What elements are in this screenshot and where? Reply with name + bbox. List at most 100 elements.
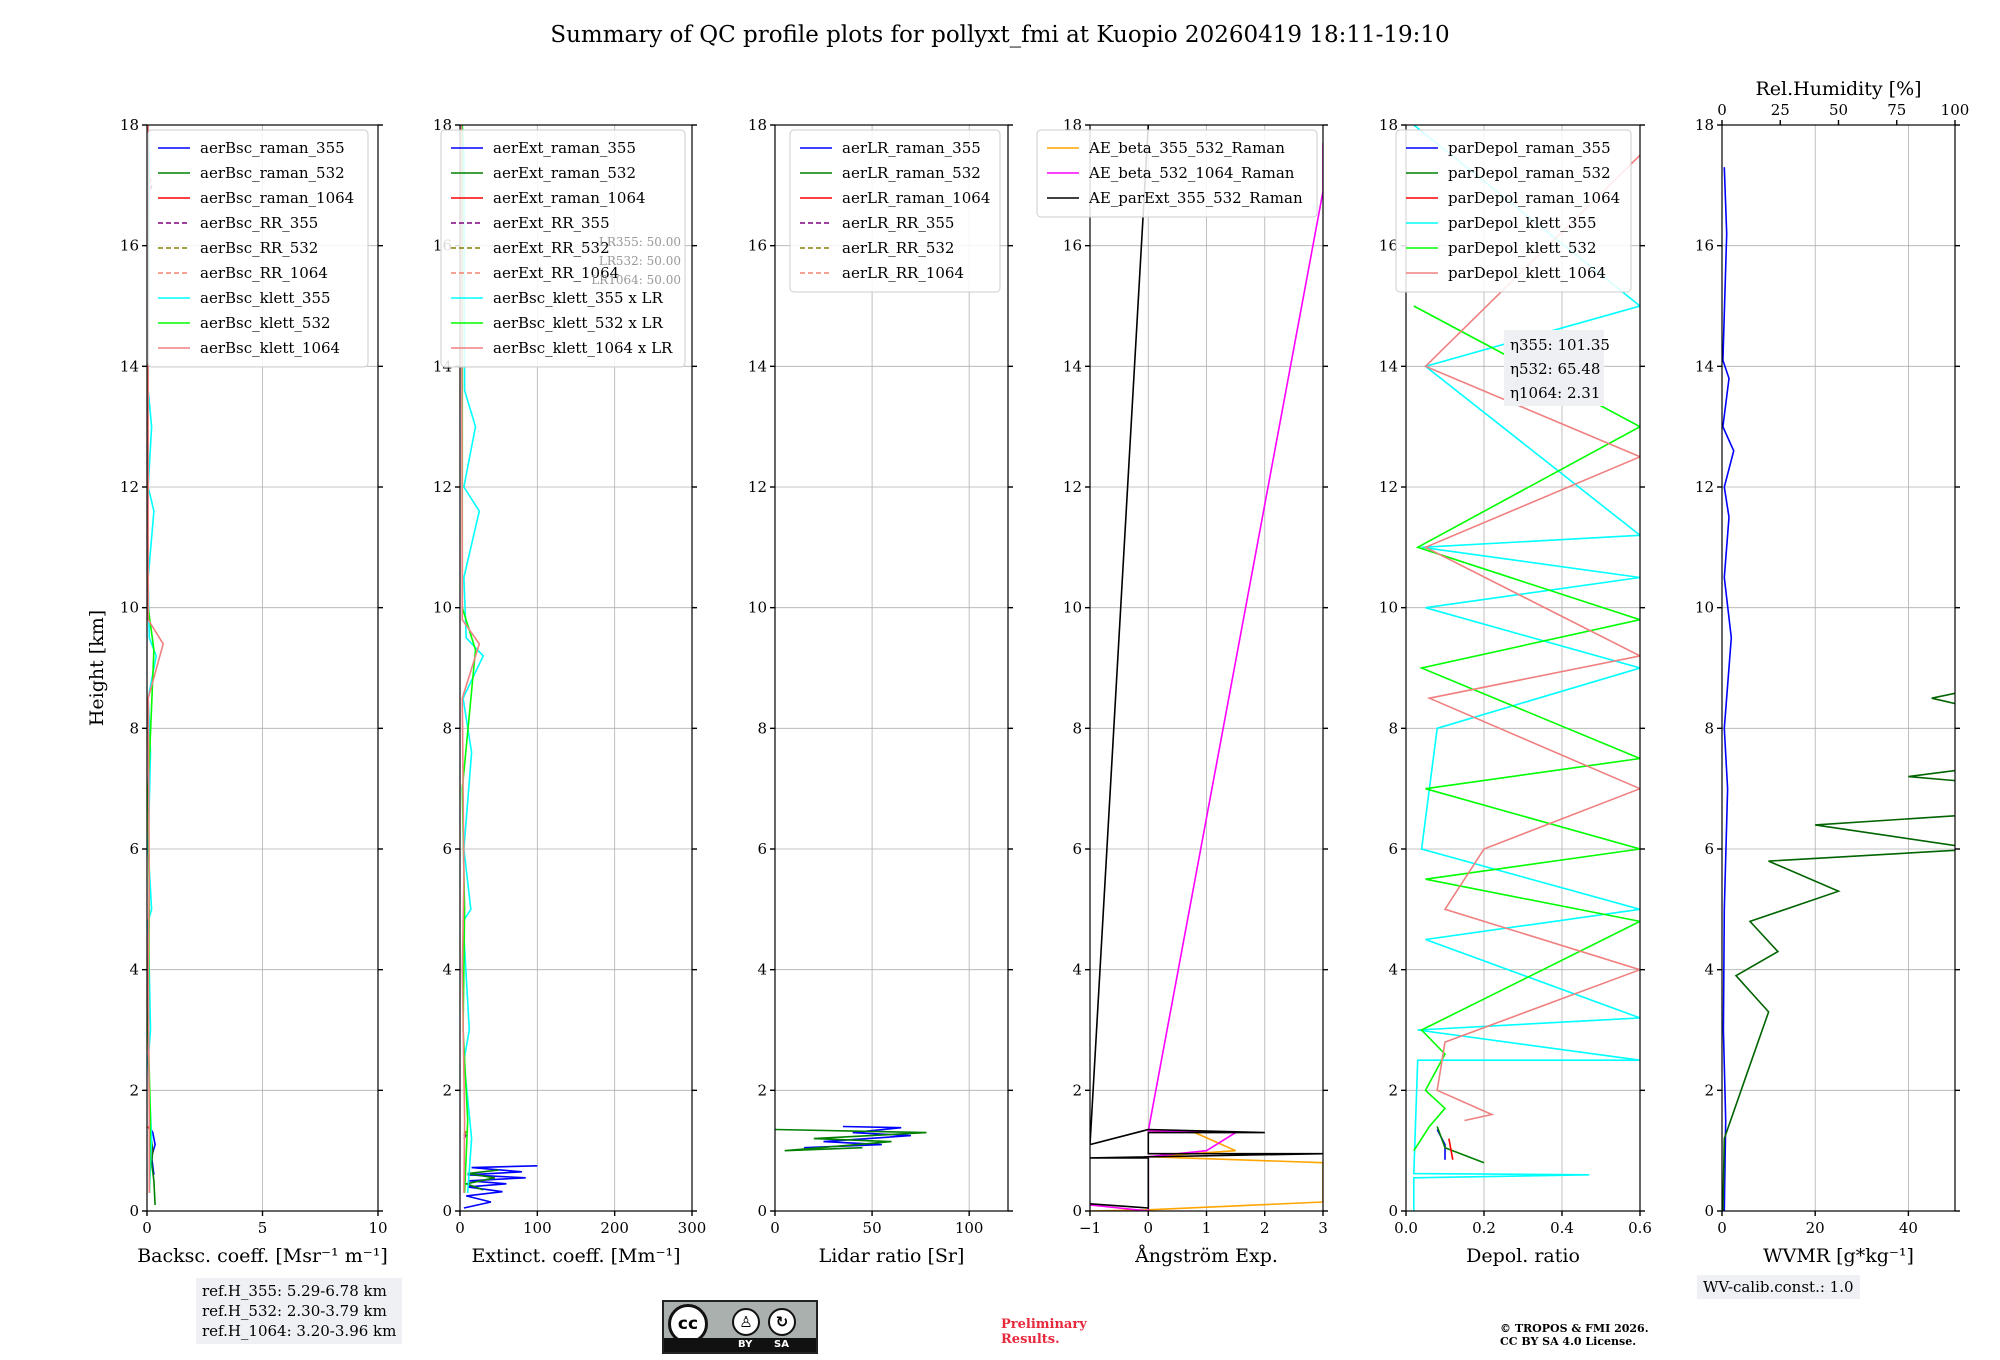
- x-axis-label: Backsc. coeff. [Msr⁻¹ m⁻¹]: [137, 1245, 388, 1267]
- series-line-aerBsc_klett_1064: [147, 125, 165, 1193]
- legend-label: parDepol_raman_532: [1448, 164, 1611, 182]
- y-tick-label: 2: [757, 1081, 767, 1099]
- y-tick-label: 2: [442, 1081, 452, 1099]
- y-tick-label: 12: [1063, 478, 1082, 496]
- y-tick-label: 0: [757, 1202, 767, 1220]
- x2-tick-label: 100: [1941, 101, 1970, 119]
- preliminary-line-2: Results.: [1001, 1332, 1060, 1347]
- figure-title: Summary of QC profile plots for pollyxt_…: [550, 22, 1450, 48]
- legend-label: parDepol_klett_355: [1448, 214, 1597, 232]
- y-tick-label: 0: [1704, 1202, 1714, 1220]
- license-sa-label: SA: [774, 1339, 789, 1350]
- y-tick-label: 0: [1388, 1202, 1398, 1220]
- x-axis-label: Lidar ratio [Sr]: [819, 1245, 965, 1267]
- legend-label: aerBsc_klett_532: [200, 314, 331, 332]
- cc-icon: cc: [668, 1304, 708, 1344]
- x-tick-label: 10: [368, 1219, 387, 1237]
- series-line-WVMR: [1722, 167, 1735, 1211]
- y-tick-label: 18: [748, 116, 767, 134]
- y-tick-label: 16: [1063, 237, 1082, 255]
- attribution-person-icon: ♙: [732, 1308, 760, 1336]
- y-tick-label: 4: [1072, 961, 1082, 979]
- x-tick-label: 0.0: [1394, 1219, 1418, 1237]
- x-tick-label: 0: [142, 1219, 152, 1237]
- y-tick-label: 6: [1388, 840, 1398, 858]
- x-tick-label: 5: [258, 1219, 268, 1237]
- ref-height-532: ref.H_532: 2.30-3.79 km: [202, 1302, 387, 1320]
- y-tick-label: 0: [442, 1202, 452, 1220]
- x2-tick-label: 50: [1829, 101, 1848, 119]
- y-tick-label: 4: [129, 961, 139, 979]
- series-line-RH: [1722, 692, 1955, 1211]
- legend-label: aerLR_raman_355: [842, 139, 981, 157]
- y-tick-label: 8: [129, 719, 139, 737]
- y-tick-label: 6: [757, 840, 767, 858]
- series-line-aerExt_raman_532: [463, 1169, 499, 1191]
- series-group: [147, 125, 165, 1206]
- series-group: [1090, 125, 1323, 1211]
- series-line-aerLR_raman_355: [804, 1125, 911, 1149]
- y-axis-label: Height [km]: [86, 610, 108, 726]
- series-line-parDepol_klett_1064: [1423, 154, 1640, 1122]
- y-tick-label: 16: [748, 237, 767, 255]
- share-alike-icon: ↻: [768, 1308, 796, 1336]
- license-by-label: BY: [738, 1339, 753, 1350]
- y-tick-label: 2: [1072, 1081, 1082, 1099]
- series-line-parDepol_klett_532: [1413, 305, 1640, 1152]
- lr-annotation: LR355: 50.00: [599, 235, 681, 249]
- x-tick-label: 100: [955, 1219, 984, 1237]
- series-line-AE_parExt_355_532_Raman: [1090, 125, 1323, 1209]
- copyright-note: © TROPOS & FMI 2026. CC BY SA 4.0 Licens…: [1500, 1322, 1700, 1348]
- y-tick-label: 14: [1695, 357, 1714, 375]
- y-tick-label: 8: [1072, 719, 1082, 737]
- series-line-aerBsc_klett_1064 x LR: [460, 125, 481, 1193]
- y-tick-label: 6: [1704, 840, 1714, 858]
- y-tick-label: 14: [748, 357, 767, 375]
- legend-label: aerExt_RR_355: [493, 214, 610, 232]
- series-line-parDepol_raman_532: [1436, 1126, 1485, 1164]
- legend: aerBsc_raman_355 aerBsc_raman_532 aerBsc_r…: [147, 129, 369, 368]
- x-tick-label: 0.6: [1628, 1219, 1652, 1237]
- x2-tick-label: 75: [1887, 101, 1906, 119]
- x-axis-label: Extinct. coeff. [Mm⁻¹]: [471, 1245, 680, 1267]
- x-tick-label: 20: [1806, 1219, 1825, 1237]
- y-tick-label: 10: [1379, 599, 1398, 617]
- legend-label: aerBsc_raman_532: [200, 164, 345, 182]
- y-tick-label: 6: [442, 840, 452, 858]
- x-tick-label: −1: [1079, 1219, 1101, 1237]
- legend-label: aerBsc_RR_355: [200, 214, 318, 232]
- legend-label: aerLR_raman_532: [842, 164, 981, 182]
- lr-annotation: LR1064: 50.00: [591, 273, 681, 287]
- y-tick-label: 4: [442, 961, 452, 979]
- y-tick-label: 0: [1072, 1202, 1082, 1220]
- y-tick-label: 10: [1063, 599, 1082, 617]
- copyright-line-2: CC BY SA 4.0 License.: [1500, 1335, 1637, 1348]
- y-tick-label: 6: [129, 840, 139, 858]
- series-line-AE_beta_355_532_Raman: [1090, 1130, 1323, 1211]
- y-tick-label: 8: [442, 719, 452, 737]
- y-tick-label: 12: [748, 478, 767, 496]
- x2-tick-label: 25: [1771, 101, 1790, 119]
- legend-box: [440, 129, 686, 368]
- y-tick-label: 12: [120, 478, 139, 496]
- legend-label: aerExt_RR_1064: [493, 264, 619, 282]
- legend-label: aerLR_RR_1064: [842, 264, 964, 282]
- series-group: [1412, 125, 1640, 1211]
- legend-label: aerBsc_raman_355: [200, 139, 345, 157]
- wv-calibration-box: WV-calib.const.: 1.0: [1697, 1275, 1860, 1299]
- preliminary-results-note: Preliminary Results.: [1001, 1317, 1111, 1347]
- legend-label: aerExt_raman_355: [493, 139, 636, 157]
- y-tick-label: 14: [1063, 357, 1082, 375]
- x-tick-label: 100: [523, 1219, 552, 1237]
- license-bar: BY SA: [664, 1338, 816, 1352]
- y-tick-label: 2: [1388, 1081, 1398, 1099]
- y-tick-label: 2: [1704, 1081, 1714, 1099]
- legend-label: AE_beta_532_1064_Raman: [1088, 164, 1295, 182]
- reference-heights-box: ref.H_355: 5.29-6.78 km ref.H_532: 2.30-…: [196, 1278, 403, 1344]
- x-tick-label: 0: [1717, 1219, 1727, 1237]
- legend-label: aerExt_RR_532: [493, 239, 610, 257]
- legend-label: aerBsc_klett_532 x LR: [493, 314, 664, 332]
- series-line-aerExt_raman_355: [463, 1165, 538, 1209]
